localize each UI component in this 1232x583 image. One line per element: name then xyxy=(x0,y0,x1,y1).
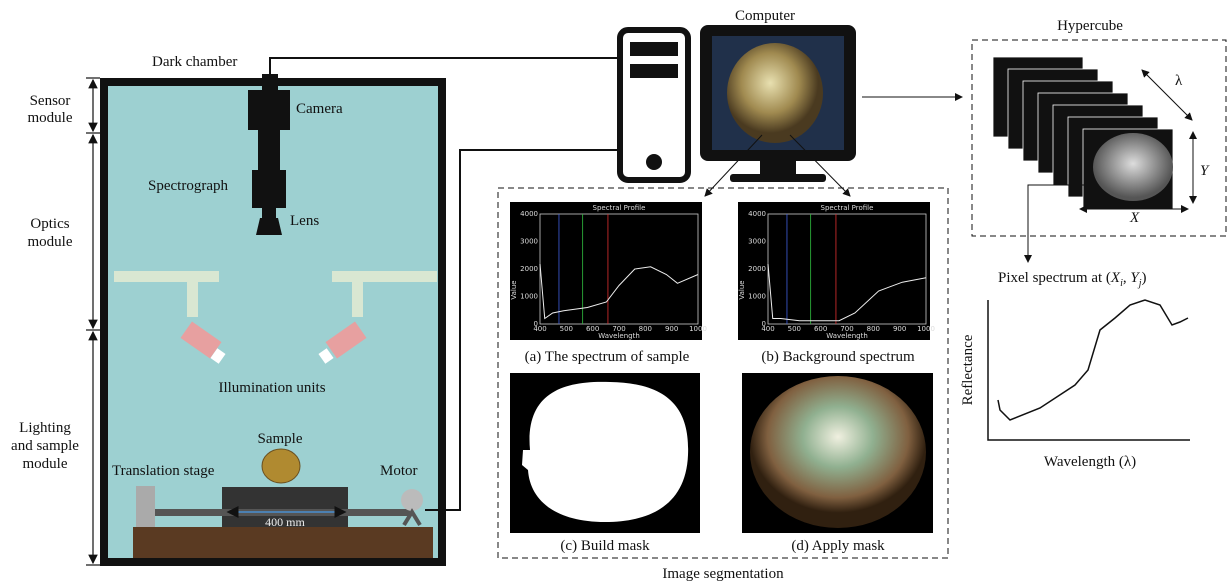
masked-kiwi xyxy=(750,376,926,528)
plot-ytick: 2000 xyxy=(748,265,766,273)
computer xyxy=(620,25,856,182)
module-label: module xyxy=(28,110,73,126)
plot-xtick: 800 xyxy=(867,325,880,333)
plot-ytick: 3000 xyxy=(520,238,538,246)
plot-ylabel: Value xyxy=(738,280,746,299)
plot-xtick: 500 xyxy=(560,325,573,333)
plot-xtick: 800 xyxy=(639,325,652,333)
plot-bg xyxy=(510,202,702,340)
spectrum-plot: Spectral Profile Wavelength Value 4000 3000 2… xyxy=(510,202,707,340)
plot-xtick: 700 xyxy=(612,325,625,333)
text: Pixel spectrum at ( xyxy=(998,270,1111,286)
stage-label: Translation stage xyxy=(112,463,215,479)
plot-ytick: 3000 xyxy=(748,238,766,246)
plot-xlabel: Wavelength xyxy=(598,332,640,340)
motor-label: Motor xyxy=(380,463,418,479)
spectrum-plots: Spectral Profile Wavelength Value 4000 3000 2… xyxy=(510,202,935,340)
plot-xtick: 900 xyxy=(893,325,906,333)
module-label: module xyxy=(28,234,73,250)
hypercube-title: Hypercube xyxy=(1057,18,1123,34)
x-axis-label: Wavelength (λ) xyxy=(1044,454,1136,470)
sample xyxy=(262,449,300,483)
computer-label: Computer xyxy=(735,8,795,24)
module-braces xyxy=(86,78,100,565)
plot-ytick: 2000 xyxy=(520,265,538,273)
plot-xtick: 600 xyxy=(814,325,827,333)
plot-xtick: 600 xyxy=(586,325,599,333)
panel-caption: (c) Build mask xyxy=(560,538,650,554)
diagram: Sensor module Optics module Lighting and… xyxy=(0,0,1232,583)
plot-xtick: 1000 xyxy=(689,325,707,333)
mask-shape xyxy=(522,382,688,522)
spectrum-curve xyxy=(998,300,1188,420)
text: ) xyxy=(1141,270,1146,286)
plot-bg xyxy=(738,202,930,340)
plot-ytick: 4000 xyxy=(520,210,538,218)
x-label: X xyxy=(1129,210,1140,226)
plot-ytick: 1000 xyxy=(748,293,766,301)
stage-support xyxy=(136,486,155,527)
floor xyxy=(133,527,433,558)
sample-label: Sample xyxy=(258,431,303,447)
module-label: Lighting xyxy=(19,420,71,436)
pixel-spectrum-title: Pixel spectrum at (Xi, Yj) xyxy=(998,270,1146,289)
chamber-title: Dark chamber xyxy=(152,54,237,70)
plot-xtick: 1000 xyxy=(917,325,935,333)
plot-title: Spectral Profile xyxy=(593,204,646,212)
segmentation-title: Image segmentation xyxy=(662,566,784,582)
camera-label: Camera xyxy=(296,101,343,117)
panel-caption: (b) Background spectrum xyxy=(761,349,915,365)
distance-label: 400 mm xyxy=(265,515,305,529)
axes xyxy=(988,300,1190,440)
module-label: and sample xyxy=(11,438,79,454)
illumination-label: Illumination units xyxy=(218,380,325,396)
lambda-label: λ xyxy=(1175,73,1183,89)
plot-ylabel: Value xyxy=(510,280,518,299)
plot-xtick: 400 xyxy=(761,325,774,333)
band-kiwi xyxy=(1093,133,1173,201)
plot-title: Spectral Profile xyxy=(821,204,874,212)
lambda-arrow xyxy=(1142,70,1192,120)
motor xyxy=(401,489,423,511)
panel-caption: (a) The spectrum of sample xyxy=(525,349,690,365)
plot-ytick: 4000 xyxy=(748,210,766,218)
module-label: module xyxy=(23,456,68,472)
y-axis-label: Reflectance xyxy=(960,334,976,405)
spectrum-plot: Spectral Profile Wavelength Value 4000 3000 2… xyxy=(738,202,935,340)
text: , xyxy=(1123,270,1131,286)
plot-ytick: 1000 xyxy=(520,293,538,301)
plot-xtick: 900 xyxy=(665,325,678,333)
panel-caption: (d) Apply mask xyxy=(791,538,885,554)
spectrograph-label: Spectrograph xyxy=(148,178,228,194)
lens-label: Lens xyxy=(290,213,319,229)
plot-xlabel: Wavelength xyxy=(826,332,868,340)
module-label: Sensor xyxy=(30,93,71,109)
plot-xtick: 700 xyxy=(840,325,853,333)
plot-xtick: 500 xyxy=(788,325,801,333)
hypercube-stack xyxy=(993,57,1173,209)
y-label: Y xyxy=(1200,163,1210,179)
module-label: Optics xyxy=(30,216,69,232)
plot-xtick: 400 xyxy=(533,325,546,333)
